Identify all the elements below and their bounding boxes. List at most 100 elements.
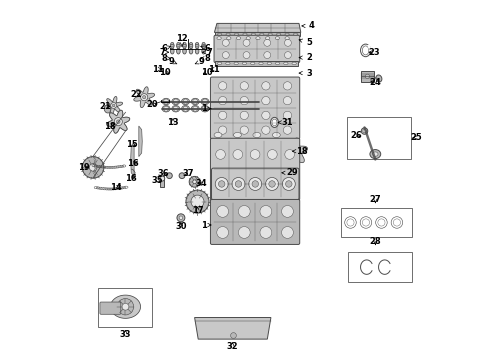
Ellipse shape [182, 98, 190, 105]
Circle shape [242, 106, 246, 111]
Text: 11: 11 [152, 65, 164, 74]
Circle shape [117, 120, 120, 123]
FancyBboxPatch shape [210, 138, 300, 200]
Circle shape [240, 82, 248, 90]
Text: 37: 37 [183, 169, 194, 178]
Ellipse shape [202, 45, 205, 46]
Text: 6: 6 [201, 44, 210, 53]
Text: 29: 29 [282, 168, 297, 177]
Circle shape [219, 96, 227, 105]
Circle shape [262, 111, 270, 120]
Ellipse shape [176, 43, 180, 49]
Circle shape [264, 39, 270, 46]
Polygon shape [107, 110, 130, 133]
Circle shape [216, 150, 225, 159]
Circle shape [250, 179, 260, 189]
Circle shape [114, 118, 122, 126]
Circle shape [160, 176, 165, 181]
Circle shape [232, 177, 245, 190]
Ellipse shape [234, 33, 239, 35]
Circle shape [283, 96, 292, 105]
Ellipse shape [276, 33, 281, 35]
Bar [216, 61, 298, 66]
Circle shape [114, 118, 122, 126]
Circle shape [143, 96, 146, 99]
Ellipse shape [202, 48, 205, 54]
Circle shape [117, 120, 120, 123]
Bar [348, 252, 412, 282]
Circle shape [285, 179, 294, 189]
Circle shape [215, 177, 228, 190]
Text: 22: 22 [130, 90, 142, 99]
Ellipse shape [183, 48, 186, 54]
Circle shape [212, 106, 217, 111]
Ellipse shape [183, 43, 186, 49]
Circle shape [164, 99, 169, 104]
Ellipse shape [190, 42, 193, 45]
Text: 30: 30 [175, 222, 187, 231]
Circle shape [202, 99, 207, 104]
Ellipse shape [196, 48, 199, 54]
Circle shape [186, 190, 209, 213]
Circle shape [111, 103, 117, 108]
Ellipse shape [240, 105, 248, 112]
Text: 18: 18 [293, 147, 308, 156]
Circle shape [238, 206, 250, 217]
Text: 10: 10 [159, 68, 171, 77]
Circle shape [219, 181, 225, 187]
Ellipse shape [171, 48, 174, 54]
Circle shape [222, 106, 227, 111]
Ellipse shape [189, 43, 193, 49]
Ellipse shape [242, 62, 246, 64]
Circle shape [179, 216, 183, 220]
Ellipse shape [189, 48, 193, 54]
Circle shape [240, 126, 248, 134]
Circle shape [269, 181, 275, 187]
Circle shape [250, 150, 260, 159]
Ellipse shape [191, 98, 199, 105]
Text: 17: 17 [192, 206, 203, 215]
Ellipse shape [202, 42, 205, 45]
Ellipse shape [294, 33, 297, 35]
Ellipse shape [189, 45, 193, 46]
Text: 32: 32 [226, 342, 238, 351]
Text: 35: 35 [151, 176, 163, 185]
Bar [98, 288, 152, 327]
Circle shape [164, 106, 169, 111]
Text: 2: 2 [299, 53, 312, 62]
Circle shape [179, 173, 185, 179]
Circle shape [289, 147, 299, 157]
Circle shape [283, 111, 292, 120]
Polygon shape [195, 318, 271, 339]
Text: 31: 31 [278, 118, 294, 127]
Text: 20: 20 [147, 100, 158, 109]
Circle shape [222, 51, 229, 59]
Ellipse shape [285, 33, 289, 35]
Ellipse shape [250, 62, 255, 64]
Ellipse shape [240, 98, 248, 105]
Ellipse shape [220, 105, 228, 112]
Circle shape [283, 126, 292, 134]
Circle shape [219, 126, 227, 134]
Circle shape [193, 106, 198, 111]
Ellipse shape [171, 42, 174, 45]
Circle shape [167, 173, 172, 179]
Ellipse shape [372, 152, 378, 156]
Text: 36: 36 [157, 169, 169, 178]
Circle shape [291, 150, 296, 154]
Text: 19: 19 [78, 163, 90, 172]
Text: 16: 16 [127, 159, 139, 168]
Circle shape [243, 51, 250, 59]
Ellipse shape [201, 105, 209, 112]
Bar [160, 176, 164, 187]
Ellipse shape [270, 117, 278, 127]
Text: 4: 4 [302, 22, 315, 31]
Circle shape [141, 94, 148, 101]
Bar [216, 32, 300, 36]
Ellipse shape [176, 48, 180, 54]
Circle shape [235, 181, 242, 187]
Ellipse shape [196, 42, 198, 45]
Polygon shape [280, 138, 308, 166]
Circle shape [193, 180, 196, 184]
Circle shape [191, 195, 204, 208]
